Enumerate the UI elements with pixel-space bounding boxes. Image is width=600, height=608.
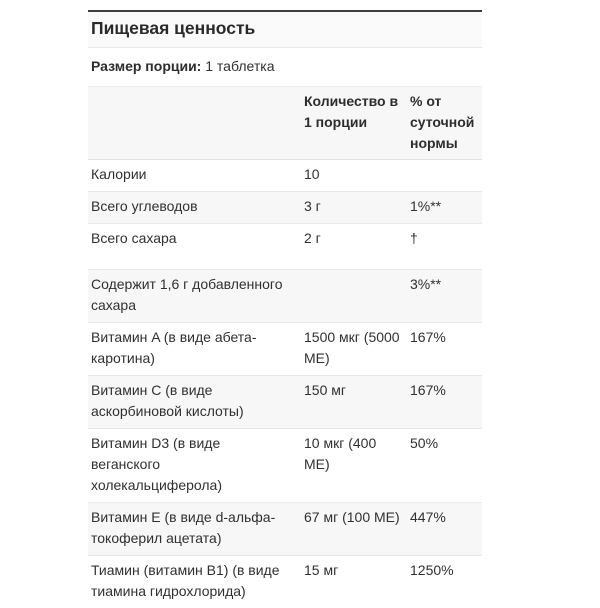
nutrient-dv: 50% (410, 435, 439, 451)
header-empty-cell (88, 87, 304, 159)
nutrient-label: Калории (91, 166, 147, 182)
nutrient-amount (304, 270, 410, 322)
nutrient-amount: 10 (304, 166, 320, 182)
table-row: Витамин C (в виде аскорбиновой кислоты) … (88, 375, 482, 428)
table-row: Витамин E (в виде d-альфа-токоферил ацет… (88, 502, 482, 555)
nutrient-label: Витамин A (в виде абета-каротина) (91, 329, 257, 366)
nutrient-label: Тиамин (витамин B1) (в виде тиамина гидр… (91, 562, 280, 599)
column-header-daily-value: % от суточной нормы (410, 93, 475, 151)
nutrient-amount: 10 мкг (400 МЕ) (304, 435, 377, 472)
nutrient-dv: 1%** (410, 198, 442, 214)
nutrient-dv: 447% (410, 509, 446, 525)
nutrient-label: Всего сахара (91, 230, 177, 246)
nutrient-label: Витамин E (в виде d-альфа-токоферил ацет… (91, 509, 276, 546)
table-row: Витамин D3 (в виде веганского холекальци… (88, 428, 482, 502)
table-row: Всего сахара 2 г † (88, 223, 482, 269)
serving-size-row: Размер порции: 1 таблетка (88, 48, 482, 87)
table-body: Калории 10 Всего углеводов 3 г 1%** Всег… (88, 160, 482, 608)
table-row: Калории 10 (88, 160, 482, 191)
nutrient-dv: 3%** (410, 276, 442, 292)
nutrient-amount: 1500 мкг (5000 МЕ) (304, 329, 400, 366)
nutrition-facts-panel: Пищевая ценность Размер порции: 1 таблет… (88, 10, 482, 608)
nutrient-dv: 167% (410, 382, 446, 398)
table-row: Витамин A (в виде абета-каротина) 1500 м… (88, 322, 482, 375)
nutrient-amount: 150 мг (304, 382, 346, 398)
table-header-row: Количество в 1 порции % от суточной норм… (88, 87, 482, 160)
nutrient-amount: 15 мг (304, 562, 339, 578)
table-row: Содержит 1,6 г добавленного сахара 3%** (88, 269, 482, 322)
nutrient-amount: 2 г (304, 230, 321, 246)
nutrient-dv: 167% (410, 329, 446, 345)
nutrient-label: Содержит 1,6 г добавленного сахара (91, 276, 283, 313)
table-row: Всего углеводов 3 г 1%** (88, 191, 482, 223)
nutrient-amount: 3 г (304, 198, 321, 214)
nutrient-amount: 67 мг (100 МЕ) (304, 509, 400, 525)
nutrient-dv: 1250% (410, 562, 454, 578)
nutrient-label: Витамин D3 (в виде веганского холекальци… (91, 435, 222, 493)
nutrient-dv: † (410, 230, 418, 246)
nutrient-label: Всего углеводов (91, 198, 198, 214)
serving-size-value: 1 таблетка (205, 58, 275, 74)
table-row: Тиамин (витамин B1) (в виде тиамина гидр… (88, 555, 482, 608)
nutrient-dv (410, 160, 482, 191)
column-header-amount: Количество в 1 порции (304, 93, 399, 130)
nutrient-label: Витамин C (в виде аскорбиновой кислоты) (91, 382, 244, 419)
panel-title: Пищевая ценность (88, 10, 482, 48)
serving-size-label: Размер порции: (91, 58, 202, 74)
